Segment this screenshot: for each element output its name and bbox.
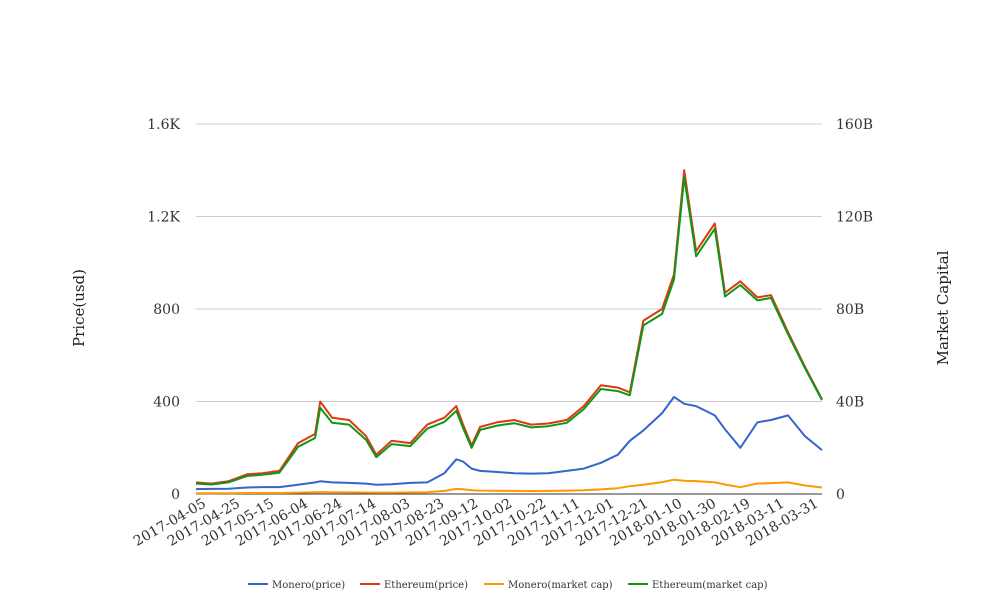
gridlines <box>196 123 822 495</box>
series-lines <box>195 169 823 495</box>
right-tick-label: 40B <box>836 395 864 411</box>
right-tick-label: 160B <box>836 117 873 133</box>
series-line-monero-market-cap <box>196 478 823 495</box>
legend-label: Monero(market cap) <box>508 580 613 591</box>
series-line-ethereum-market-cap <box>195 176 823 486</box>
right-tick-label: 0 <box>836 487 845 503</box>
series-line-ethereum-price <box>195 169 823 485</box>
right-axis-title: Market Capital <box>934 250 952 365</box>
x-axis: 2017-04-052017-04-252017-05-152017-06-04… <box>131 496 821 550</box>
legend-label: Monero(price) <box>272 580 345 591</box>
right-tick-label: 80B <box>836 302 864 318</box>
legend-label: Ethereum(price) <box>384 580 468 591</box>
left-tick-label: 1.2K <box>147 210 180 226</box>
right-y-axis: 0 40B 80B 120B 160B <box>836 117 873 503</box>
left-tick-label: 400 <box>153 395 180 411</box>
left-y-axis: 0 400 800 1.2K 1.6K <box>147 117 180 503</box>
left-tick-label: 0 <box>171 487 180 503</box>
series-line-monero-price <box>195 395 823 491</box>
right-tick-label: 120B <box>836 210 873 226</box>
left-tick-label: 1.6K <box>147 117 180 133</box>
left-axis-title: Price(usd) <box>70 269 88 347</box>
legend: Monero(price) Ethereum(price) Monero(marke… <box>248 580 768 591</box>
left-tick-label: 800 <box>153 302 180 318</box>
legend-label: Ethereum(market cap) <box>652 580 768 591</box>
